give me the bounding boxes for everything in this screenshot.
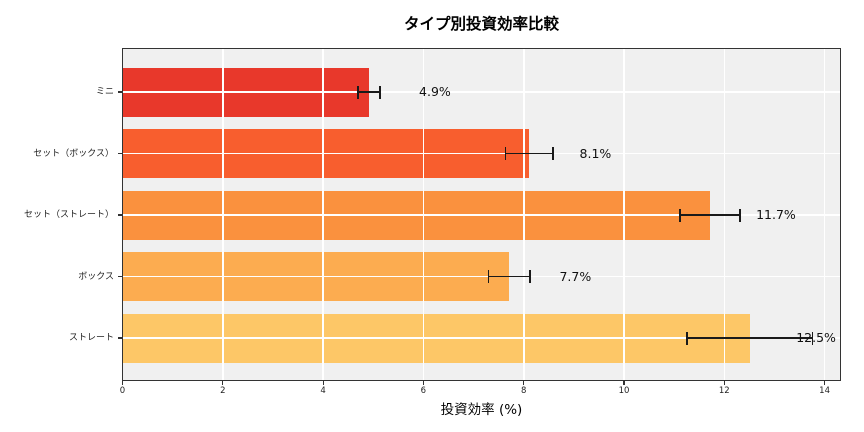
xtick-label-2: 2 [220, 386, 226, 396]
xtick-mark-14 [824, 381, 826, 385]
error-bar-2 [679, 214, 740, 216]
xtick-mark-2 [222, 381, 224, 385]
value-label-3: 7.7% [559, 268, 592, 284]
xtick-mark-6 [422, 381, 424, 385]
x-axis-label: 投資効率 (%) [440, 402, 523, 418]
error-cap-0-1 [378, 85, 381, 99]
error-cap-2-0 [678, 208, 681, 222]
error-cap-4-1 [811, 331, 814, 345]
ytick-mark-2 [118, 214, 122, 216]
xtick-label-10: 10 [618, 386, 630, 396]
xtick-label-14: 14 [819, 386, 830, 396]
error-cap-0-0 [356, 85, 359, 99]
gridline-y-1 [123, 152, 840, 155]
error-cap-3-1 [528, 270, 531, 283]
chart-title: タイプ別投資効率比較 [403, 15, 559, 33]
value-label-1: 8.1% [579, 145, 612, 161]
value-label-2: 11.7% [756, 207, 796, 222]
error-cap-1-1 [551, 147, 554, 160]
ytick-label-1: セット（ボックス） [33, 148, 114, 159]
plot-area: 4.9% 8.1% 11.7% 7.7% 12.5% [122, 48, 841, 381]
value-label-4: 12.5% [796, 330, 836, 345]
xtick-mark-12 [723, 381, 725, 385]
gridline-y-2 [123, 214, 840, 216]
xtick-label-8: 8 [520, 386, 527, 396]
error-bar-3 [488, 275, 530, 278]
error-bar-1 [505, 152, 553, 155]
value-label-0: 4.9% [419, 84, 451, 99]
error-cap-3-0 [487, 270, 490, 283]
error-cap-2-1 [738, 208, 741, 222]
gridline-y-4 [123, 337, 840, 339]
ytick-label-0: ミニ [95, 87, 114, 97]
ytick-mark-3 [118, 275, 122, 278]
ytick-mark-4 [118, 337, 122, 339]
gridline-y-3 [123, 275, 840, 278]
ytick-mark-1 [118, 152, 122, 155]
xtick-mark-0 [121, 381, 124, 385]
error-bar-0 [357, 91, 380, 93]
xtick-label-0: 0 [119, 386, 126, 396]
xtick-mark-10 [623, 381, 625, 385]
ytick-label-3: ボックス [78, 271, 114, 282]
error-bar-4 [687, 337, 813, 339]
gridline-y-0 [123, 91, 840, 93]
xtick-mark-4 [322, 381, 324, 385]
error-cap-4-0 [686, 331, 689, 345]
xtick-label-6: 6 [420, 386, 427, 396]
error-cap-1-0 [504, 147, 507, 160]
xtick-label-12: 12 [718, 386, 730, 396]
ytick-label-2: セット（ストレート） [23, 210, 114, 220]
xtick-label-4: 4 [320, 386, 326, 396]
ytick-mark-0 [118, 91, 122, 93]
xtick-mark-8 [523, 381, 525, 385]
ytick-label-4: ストレート [68, 333, 114, 343]
